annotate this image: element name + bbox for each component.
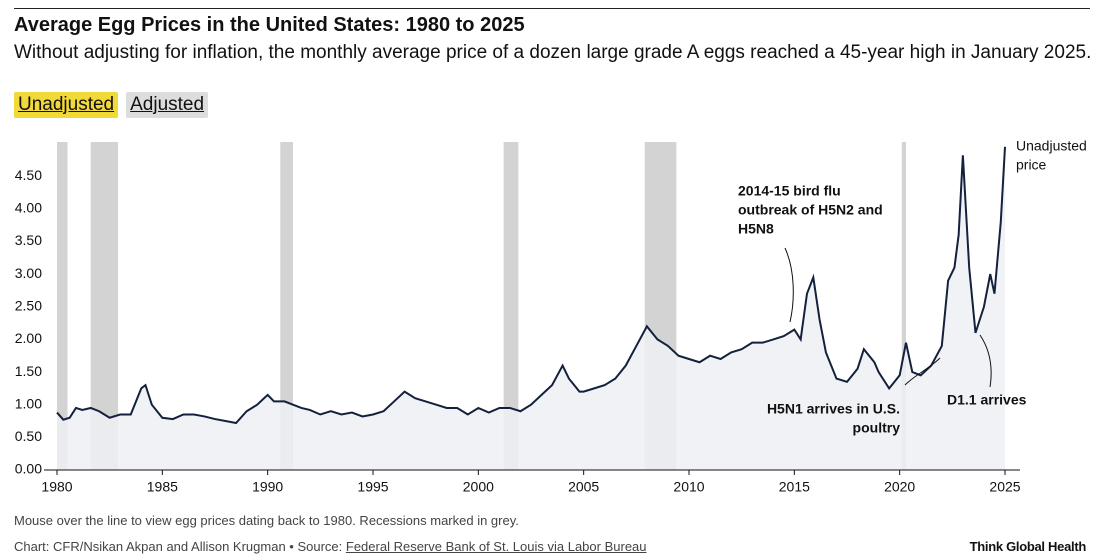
y-tick-label: 4.00	[15, 200, 42, 216]
toggle-unadjusted[interactable]: Unadjusted	[14, 92, 119, 118]
annotation: H5N8	[738, 221, 774, 237]
x-tick-label: 2025	[989, 479, 1020, 495]
x-tick-label: 2015	[779, 479, 810, 495]
toggle-adjusted[interactable]: Adjusted	[126, 92, 209, 118]
x-tick-label: 2005	[568, 479, 599, 495]
x-tick-label: 1990	[252, 479, 283, 495]
annotation: 2014-15 bird flu	[738, 183, 841, 199]
recession-band	[57, 142, 68, 470]
y-tick-label: 2.50	[15, 297, 42, 313]
y-tick-label: 0.00	[15, 461, 42, 477]
price-area	[57, 146, 1005, 470]
top-rule	[14, 8, 1090, 9]
x-tick-label: 1980	[41, 479, 72, 495]
y-tick-label: 0.50	[15, 428, 42, 444]
source: Chart: CFR/Nsikan Akpan and Allison Krug…	[14, 539, 647, 554]
annotation: poultry	[853, 420, 901, 436]
x-tick-label: 1995	[357, 479, 388, 495]
chart: 0.00 0.50 1.00 1.50 2.00 2.50 3.00 3.50 4.00 4.50…	[15, 138, 1087, 495]
source-link[interactable]: Federal Reserve Bank of St. Louis via La…	[345, 539, 647, 554]
series-label: Unadjusted	[1016, 138, 1087, 154]
price-line	[56, 146, 1006, 425]
recession-band	[503, 142, 519, 470]
chart-subtitle: Without adjusting for inflation, the mon…	[14, 42, 1092, 63]
chart-title: Average Egg Prices in the United States:…	[14, 14, 525, 36]
x-tick-label: 2000	[463, 479, 494, 495]
brand: Think Global Health	[969, 539, 1087, 554]
y-tick-label: 1.50	[15, 363, 42, 379]
annotation-leader	[904, 357, 941, 386]
note: Mouse over the line to view egg prices d…	[14, 513, 519, 528]
x-tick-label: 2020	[884, 479, 915, 495]
source-text: Chart: CFR/Nsikan Akpan and Allison Krug…	[14, 539, 343, 554]
series-label: price	[1016, 157, 1047, 173]
annotation-leader	[784, 247, 794, 323]
annotation: H5N1 arrives in U.S.	[767, 401, 900, 417]
y-tick-label: 3.00	[15, 265, 42, 281]
toggle-group: Unadjusted Adjusted	[14, 92, 209, 118]
annotation: outbreak of H5N2 and	[738, 202, 883, 218]
y-tick-label: 4.50	[15, 167, 42, 183]
x-tick-label: 2010	[673, 479, 704, 495]
annotation-leader	[979, 334, 992, 388]
x-tick-label: 1985	[147, 479, 178, 495]
annotation: D1.1 arrives	[947, 392, 1027, 408]
y-tick-label: 2.00	[15, 330, 42, 346]
recession-band	[901, 142, 906, 470]
y-tick-label: 3.50	[15, 232, 42, 248]
y-tick-label: 1.00	[15, 395, 42, 411]
recession-band	[280, 142, 293, 470]
